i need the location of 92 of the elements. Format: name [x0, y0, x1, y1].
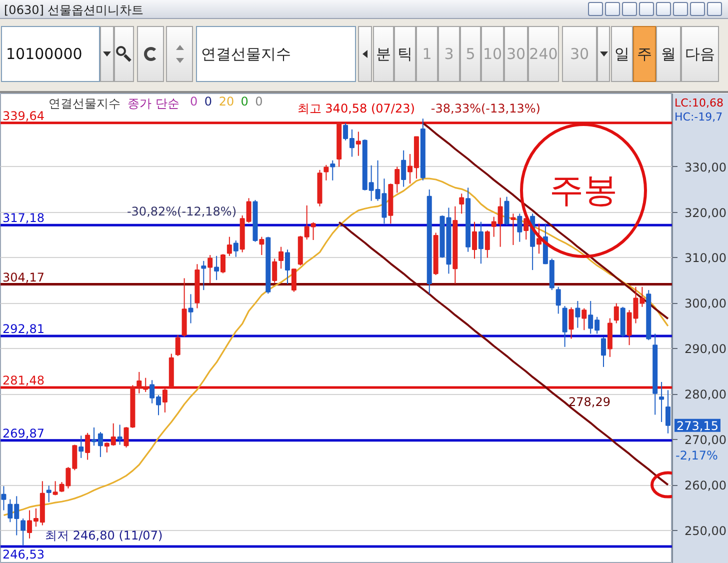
text: -2,17% — [676, 448, 718, 462]
candlestick — [233, 240, 238, 258]
y-tick-label: 300,00 — [684, 296, 727, 311]
text: 30 — [504, 26, 528, 82]
candlestick — [478, 221, 484, 264]
text: 다음 — [681, 26, 719, 82]
candlestick — [562, 305, 568, 348]
text: 10100000 — [1, 26, 100, 82]
annotation: 0 — [240, 94, 248, 108]
text: HC:-19,7 — [674, 110, 723, 124]
annotation: 0 — [204, 94, 212, 108]
chart-title: [0630] 선물옵션미니차트 — [4, 2, 144, 19]
candlestick — [600, 336, 606, 368]
annotation: 0 — [255, 94, 263, 108]
ref-line-label: 292,81 — [2, 322, 44, 336]
candlestick — [568, 306, 574, 340]
annotation: 최저 246,80 (11/07) — [45, 528, 163, 542]
candlestick — [665, 390, 670, 434]
candlestick — [517, 213, 522, 242]
candlestick — [330, 160, 336, 181]
candlestick — [575, 300, 580, 328]
text: 분 — [373, 26, 394, 82]
y-tick-label: 280,00 — [684, 388, 727, 402]
candlestick — [208, 254, 213, 284]
candlestick — [78, 435, 84, 458]
candlestick — [556, 286, 561, 314]
candlestick — [459, 193, 464, 214]
candlestick — [188, 294, 194, 324]
text: 1 — [416, 26, 438, 82]
text: 3 — [438, 26, 460, 82]
annotation: 0 — [190, 94, 198, 108]
ref-line-label: 281,48 — [2, 374, 44, 388]
y-tick-label: 290,00 — [684, 342, 727, 356]
candlestick — [504, 196, 510, 226]
text: 273,15 — [676, 418, 718, 433]
ref-line-label: 246,53 — [2, 548, 44, 562]
ref-line-label: 339,64 — [2, 108, 44, 123]
candlestick — [472, 221, 478, 260]
text: 5 — [460, 26, 481, 82]
annotation: 종가 단순 — [128, 96, 180, 110]
y-tick-label: 250,00 — [684, 524, 727, 538]
candlestick — [117, 424, 122, 446]
candlestick — [259, 236, 264, 256]
annotation: -30,82%(-12,18%) — [126, 204, 237, 218]
y-tick-label: 330,00 — [684, 160, 727, 174]
candlestick — [201, 260, 206, 291]
text: 20 — [218, 94, 234, 108]
ref-line-label: 304,17 — [2, 270, 44, 284]
text: 연결선물지수 — [196, 26, 356, 82]
candlestick — [614, 302, 619, 324]
candlestick — [401, 150, 406, 188]
candlestick — [46, 485, 52, 503]
annotation: 최고 340,58 (07/23) — [297, 102, 415, 116]
candlestick — [291, 268, 296, 292]
annotation: 연결선물지수 — [48, 96, 120, 110]
candlestick — [484, 230, 490, 258]
text: 주 — [633, 26, 656, 82]
text: 틱 — [394, 26, 416, 82]
ref-line-label: 269,87 — [2, 426, 44, 440]
candlestick — [1, 486, 6, 511]
text: 월 — [656, 26, 681, 82]
candlestick — [124, 426, 129, 448]
candlestick — [278, 246, 284, 270]
y-tick-label: 260,00 — [684, 478, 727, 493]
candlestick — [214, 255, 220, 281]
annotation: 주봉 — [550, 170, 618, 210]
candlestick — [175, 334, 180, 357]
candlestick — [582, 308, 587, 331]
candlestick — [52, 480, 58, 496]
candlestick — [162, 388, 168, 413]
text: 240 — [528, 26, 559, 82]
candlestick — [226, 236, 232, 256]
candlestick — [220, 254, 226, 274]
annotation: 278,29 — [568, 395, 610, 409]
candlestick — [20, 518, 26, 546]
candlestick — [659, 381, 664, 422]
ref-line-label: 317,18 — [2, 211, 44, 226]
text: LC:10,68 — [674, 96, 724, 110]
candlestick — [394, 166, 400, 194]
text: 30 — [562, 26, 597, 82]
candlestick — [85, 432, 90, 460]
candlestick — [324, 164, 329, 181]
text: 일 — [611, 26, 633, 82]
y-tick-label: 270,00 — [684, 433, 727, 448]
text: 10 — [481, 26, 504, 82]
candlestick — [356, 131, 361, 156]
candlestick — [284, 249, 290, 285]
annotation: -38,33%(-13,13%) — [430, 102, 540, 116]
candlestick — [510, 213, 516, 246]
y-tick-label: 320,00 — [684, 206, 727, 220]
y-tick-label: 310,00 — [684, 251, 727, 266]
candlestick — [272, 258, 278, 284]
